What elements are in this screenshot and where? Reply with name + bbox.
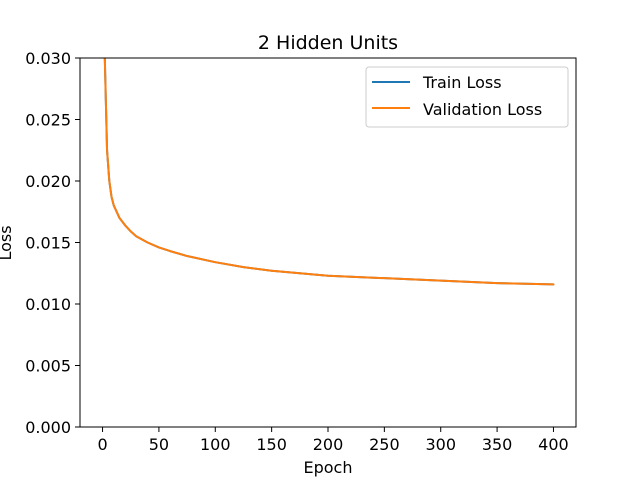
series-line-validation-loss	[103, 58, 555, 286]
legend-box	[365, 66, 569, 128]
x-tick-label: 0	[97, 435, 107, 454]
x-tick-label: 150	[256, 435, 287, 454]
x-tick-label: 50	[149, 435, 169, 454]
y-tick-label: 0.015	[25, 234, 71, 253]
legend-label-validation-loss: Validation Loss	[423, 100, 542, 119]
y-tick-label: 0.005	[25, 357, 71, 376]
y-tick-label: 0.020	[25, 172, 71, 191]
x-tick-label: 250	[369, 435, 400, 454]
y-tick-label: 0.030	[25, 49, 71, 68]
x-axis-label: Epoch	[304, 458, 353, 477]
x-tick-label: 200	[313, 435, 344, 454]
legend: Train Loss Validation Loss	[365, 66, 569, 128]
x-tick-label: 100	[200, 435, 231, 454]
legend-label-train-loss: Train Loss	[422, 73, 502, 92]
x-tick-label: 350	[482, 435, 513, 454]
y-tick-label: 0.025	[25, 111, 71, 130]
chart-title: 2 Hidden Units	[258, 32, 398, 54]
y-axis-label: Loss	[0, 225, 15, 260]
y-axis: 0.000 0.005 0.010 0.015 0.020 0.025 0.030	[25, 49, 80, 437]
x-axis: 0 50 100 150 200 250 300 350 400	[97, 427, 569, 454]
y-tick-label: 0.000	[25, 418, 71, 437]
x-tick-label: 300	[425, 435, 456, 454]
y-tick-label: 0.010	[25, 295, 71, 314]
series-lines	[103, 58, 555, 286]
x-tick-label: 400	[538, 435, 569, 454]
